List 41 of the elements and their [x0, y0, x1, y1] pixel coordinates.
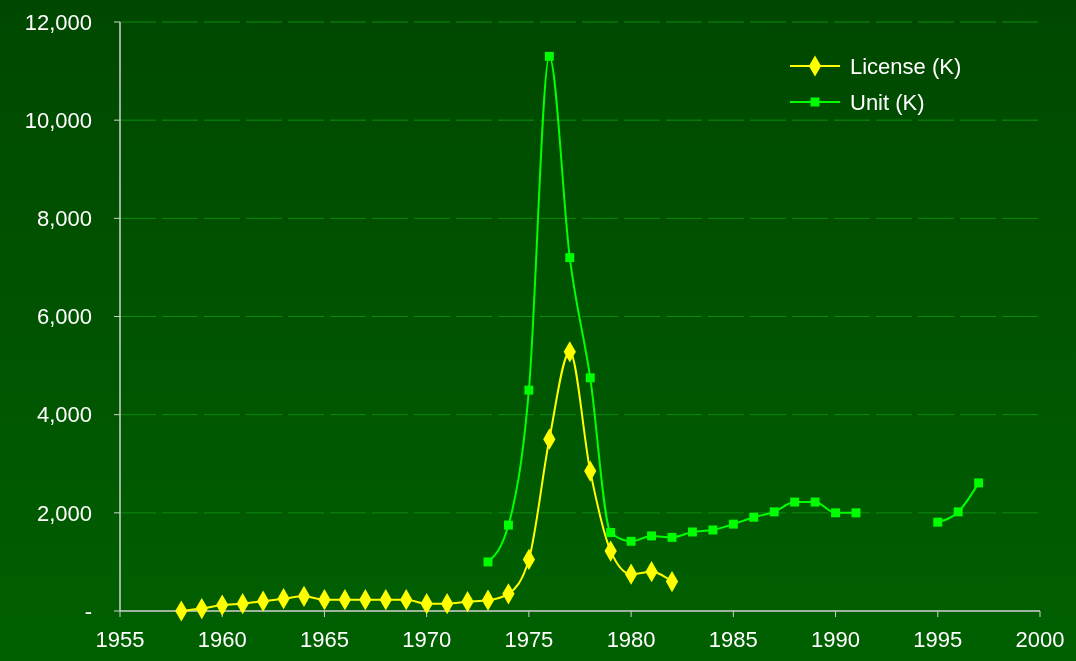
x-tick-label: 1980 [606, 627, 656, 652]
legend-label: Unit (K) [850, 89, 925, 115]
point [749, 512, 759, 522]
point [647, 531, 657, 541]
x-tick-label: 1985 [708, 627, 758, 652]
x-tick-label: 1970 [402, 627, 452, 652]
y-tick-label: 8,000 [36, 206, 92, 232]
x-tick-label: 1960 [197, 627, 247, 652]
point [524, 385, 534, 395]
point [933, 517, 943, 527]
point [585, 373, 595, 383]
y-tick-label: 10,000 [24, 107, 92, 133]
point [728, 519, 738, 529]
y-tick-label: 2,000 [36, 500, 92, 526]
legend-label: License (K) [850, 53, 962, 79]
x-tick-label: 1990 [811, 627, 861, 652]
point [831, 508, 841, 518]
y-tick-label: 6,000 [36, 304, 92, 330]
point [626, 536, 636, 546]
y-tick-label: 12,000 [24, 9, 92, 35]
point [974, 478, 984, 488]
point [667, 532, 677, 542]
point [708, 525, 718, 535]
point [565, 253, 575, 263]
point [606, 527, 616, 537]
x-tick-label: 1995 [913, 627, 963, 652]
x-tick-label: 1965 [299, 627, 349, 652]
point [790, 497, 800, 507]
point [769, 507, 779, 517]
point [483, 557, 493, 567]
x-tick-label: 2000 [1015, 627, 1065, 652]
point [851, 508, 861, 518]
x-tick-label: 1975 [504, 627, 554, 652]
point [544, 51, 554, 61]
y-tick-label: 4,000 [36, 402, 92, 428]
point [953, 507, 963, 517]
point [810, 497, 820, 507]
x-tick-label: 1955 [95, 627, 145, 652]
point [687, 527, 697, 537]
point [503, 520, 513, 530]
y-tick-label: - [84, 598, 92, 624]
